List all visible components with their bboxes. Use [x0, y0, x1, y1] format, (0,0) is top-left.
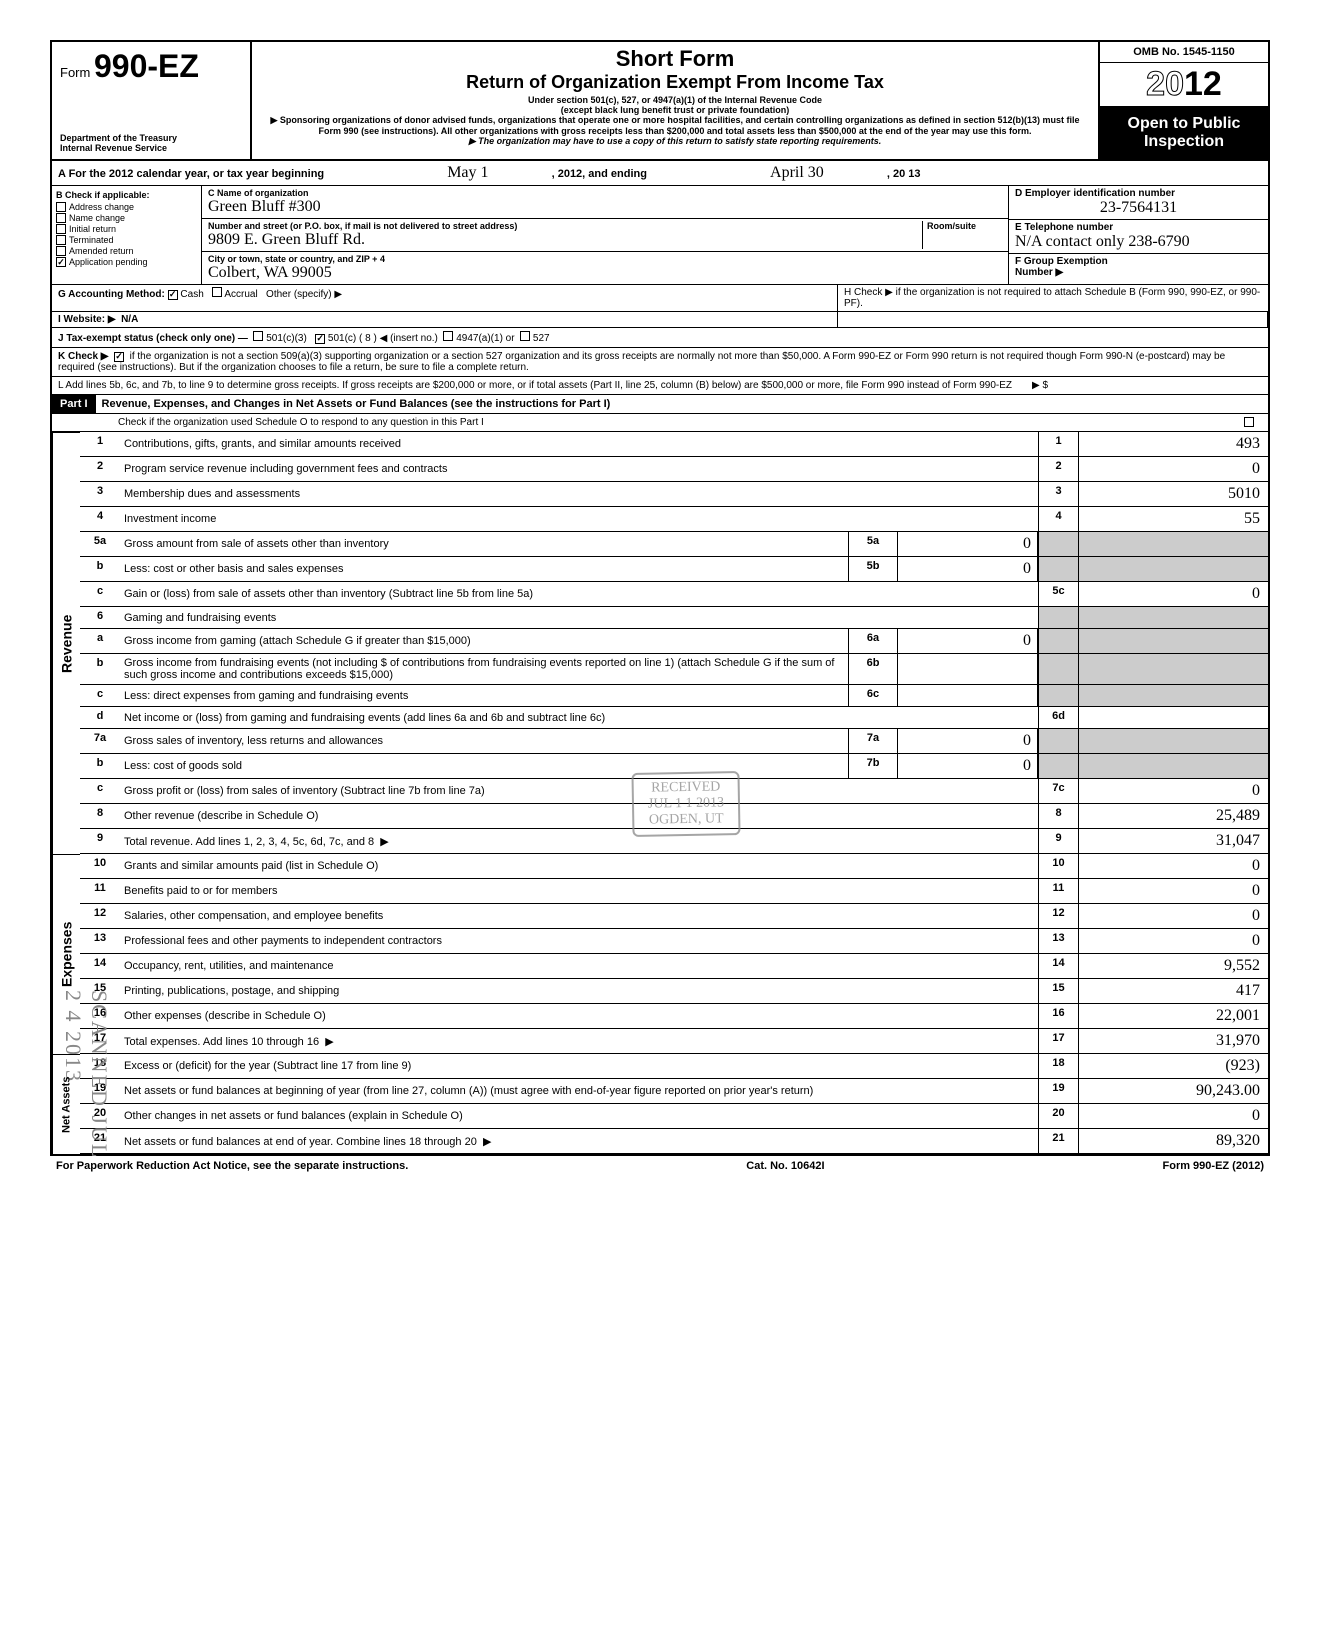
form-ref: Form 990-EZ (2012) [1163, 1160, 1264, 1172]
line-20: 20Other changes in net assets or fund ba… [80, 1104, 1268, 1129]
block-b-c-d: B Check if applicable: Address changeNam… [52, 186, 1268, 285]
ein-label: D Employer identification number [1015, 188, 1262, 199]
catalog-number: Cat. No. 10642I [746, 1160, 824, 1172]
527-checkbox[interactable] [520, 331, 530, 341]
omb-number: OMB No. 1545-1150 [1100, 42, 1268, 63]
k-checkbox[interactable]: ✓ [114, 352, 124, 362]
row-j-tax-exempt: J Tax-exempt status (check only one) — 5… [52, 328, 1268, 348]
line-b: bLess: cost or other basis and sales exp… [80, 557, 1268, 582]
line-6: 6Gaming and fundraising events [80, 607, 1268, 629]
header-row: Form 990-EZ Department of the Treasury I… [52, 42, 1268, 161]
city-label: City or town, state or country, and ZIP … [208, 254, 1002, 264]
checkbox-amended-return[interactable]: Amended return [56, 246, 197, 256]
line-2: 2Program service revenue including gover… [80, 457, 1268, 482]
room-suite-label: Room/suite [927, 221, 1002, 231]
row-k: K Check ▶ ✓ if the organization is not a… [52, 348, 1268, 377]
line-15: 15Printing, publications, postage, and s… [80, 979, 1268, 1004]
checkbox-application-pending[interactable]: ✓Application pending [56, 257, 197, 267]
row-a-tax-year: A For the 2012 calendar year, or tax yea… [52, 161, 1268, 186]
col-b-checkboxes: B Check if applicable: Address changeNam… [52, 186, 202, 284]
instruction-2: ▶ The organization may have to use a cop… [260, 136, 1090, 147]
h-check: H Check ▶ if the organization is not req… [838, 285, 1268, 311]
subtitle-1: Under section 501(c), 527, or 4947(a)(1)… [260, 95, 1090, 105]
city-value: Colbert, WA 99005 [208, 264, 1002, 282]
telephone-label: E Telephone number [1015, 222, 1262, 233]
501c-checkbox[interactable]: ✓ [315, 334, 325, 344]
dept-treasury: Department of the Treasury [60, 133, 242, 143]
subtitle-2: (except black lung benefit trust or priv… [260, 105, 1090, 115]
cash-checkbox[interactable]: ✓ [168, 290, 178, 300]
tax-year: 2012 [1100, 63, 1268, 107]
ein-value: 23-7564131 [1015, 199, 1262, 217]
line-b: bGross income from fundraising events (n… [80, 654, 1268, 685]
revenue-side-label: Revenue [52, 432, 80, 854]
telephone-value: N/A contact only 238-6790 [1015, 233, 1262, 251]
line-c: cGain or (loss) from sale of assets othe… [80, 582, 1268, 607]
part-1-check: Check if the organization used Schedule … [52, 414, 1268, 432]
line-18: 18Excess or (deficit) for the year (Subt… [80, 1054, 1268, 1079]
form-number: Form 990-EZ [60, 48, 242, 85]
title-short-form: Short Form [260, 46, 1090, 72]
expenses-section: Expenses 10Grants and similar amounts pa… [52, 854, 1268, 1054]
revenue-section: Revenue 1Contributions, gifts, grants, a… [52, 432, 1268, 854]
footer-row: For Paperwork Reduction Act Notice, see … [50, 1156, 1270, 1176]
group-exemption-label: F Group Exemption [1015, 256, 1262, 267]
net-assets-side-label: Net Assets [52, 1054, 80, 1154]
line-16: 16Other expenses (describe in Schedule O… [80, 1004, 1268, 1029]
net-assets-section: Net Assets 18Excess or (deficit) for the… [52, 1054, 1268, 1154]
line-21: 21Net assets or fund balances at end of … [80, 1129, 1268, 1154]
checkbox-address-change[interactable]: Address change [56, 202, 197, 212]
org-name-value: Green Bluff #300 [208, 198, 1002, 216]
line-1: 1Contributions, gifts, grants, and simil… [80, 432, 1268, 457]
address-label: Number and street (or P.O. box, if mail … [208, 221, 922, 231]
col-c-org-info: C Name of organization Green Bluff #300 … [202, 186, 1008, 284]
address-value: 9809 E. Green Bluff Rd. [208, 231, 922, 249]
line-4: 4Investment income455 [80, 507, 1268, 532]
expenses-side-label: Expenses [52, 854, 80, 1054]
part1-schedule-o-checkbox[interactable] [1244, 417, 1254, 427]
row-i: I Website: ▶ N/A [52, 312, 1268, 328]
org-name-label: C Name of organization [208, 188, 1002, 198]
line-3: 3Membership dues and assessments35010 [80, 482, 1268, 507]
col-d-e-f: D Employer identification number 23-7564… [1008, 186, 1268, 284]
line-a: aGross income from gaming (attach Schedu… [80, 629, 1268, 654]
line-14: 14Occupancy, rent, utilities, and mainte… [80, 954, 1268, 979]
4947-checkbox[interactable] [443, 331, 453, 341]
line-c: cLess: direct expenses from gaming and f… [80, 685, 1268, 707]
received-stamp: RECEIVED JUL 1 1 2013 OGDEN, UT [631, 771, 740, 837]
line-10: 10Grants and similar amounts paid (list … [80, 854, 1268, 879]
group-exemption-number: Number ▶ [1015, 267, 1262, 278]
row-l: L Add lines 5b, 6c, and 7b, to line 9 to… [52, 377, 1268, 395]
checkbox-terminated[interactable]: Terminated [56, 235, 197, 245]
accrual-checkbox[interactable] [212, 287, 222, 297]
instruction-1: ▶ Sponsoring organizations of donor advi… [260, 115, 1090, 136]
line-5a: 5aGross amount from sale of assets other… [80, 532, 1268, 557]
line-12: 12Salaries, other compensation, and empl… [80, 904, 1268, 929]
line-13: 13Professional fees and other payments t… [80, 929, 1268, 954]
line-17: 17Total expenses. Add lines 10 through 1… [80, 1029, 1268, 1054]
part-1-header: Part I Revenue, Expenses, and Changes in… [52, 395, 1268, 414]
open-to-public: Open to Public Inspection [1100, 107, 1268, 159]
checkbox-initial-return[interactable]: Initial return [56, 224, 197, 234]
form-container: Form 990-EZ Department of the Treasury I… [50, 40, 1270, 1156]
501c3-checkbox[interactable] [253, 331, 263, 341]
line-11: 11Benefits paid to or for members110 [80, 879, 1268, 904]
line-d: dNet income or (loss) from gaming and fu… [80, 707, 1268, 729]
title-return: Return of Organization Exempt From Incom… [260, 72, 1090, 93]
line-7a: 7aGross sales of inventory, less returns… [80, 729, 1268, 754]
checkbox-name-change[interactable]: Name change [56, 213, 197, 223]
row-g-h: G Accounting Method: ✓ Cash Accrual Othe… [52, 285, 1268, 312]
dept-irs: Internal Revenue Service [60, 143, 242, 153]
line-19: 19Net assets or fund balances at beginni… [80, 1079, 1268, 1104]
